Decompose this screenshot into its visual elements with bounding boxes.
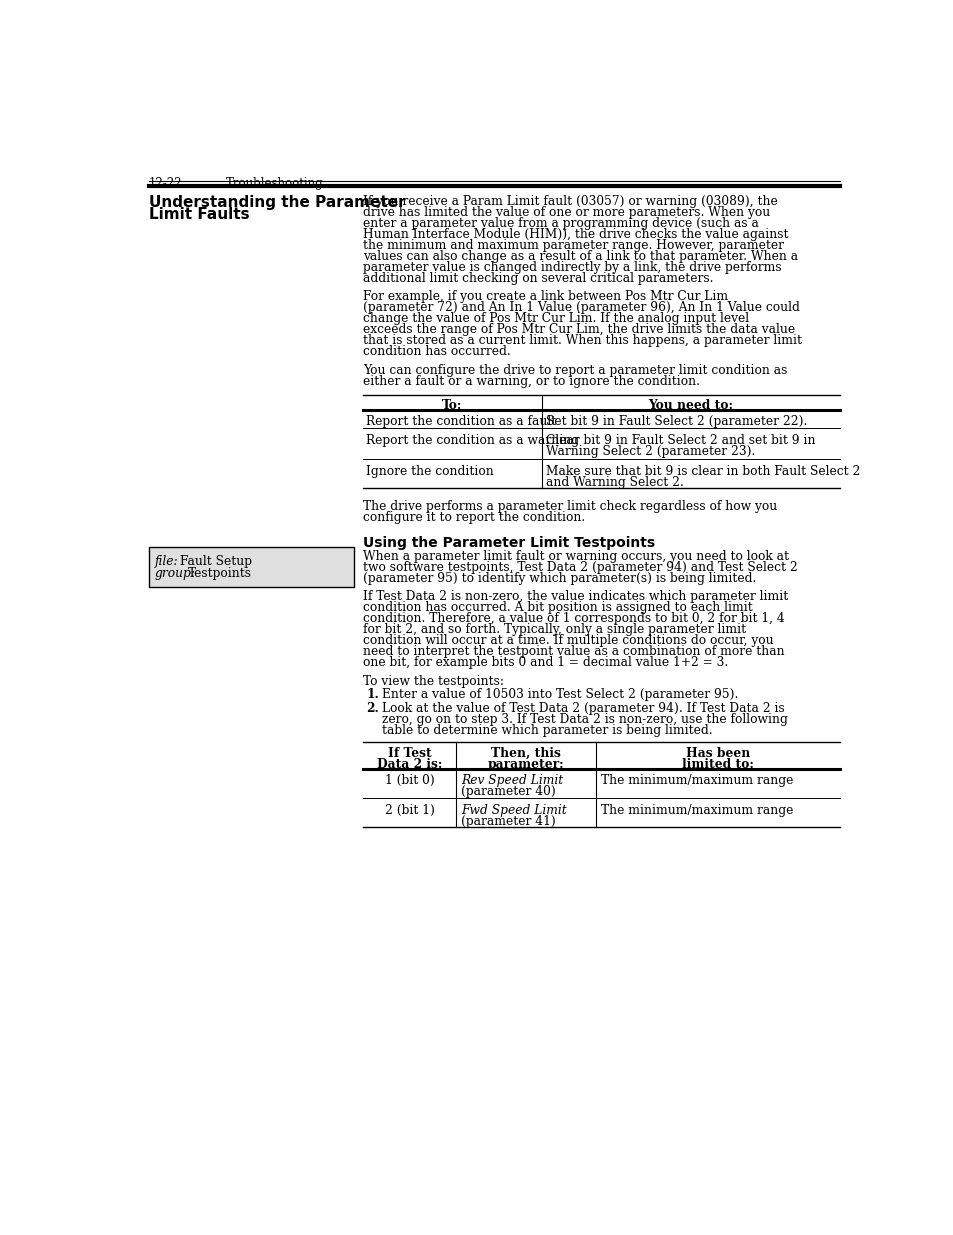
Text: change the value of Pos Mtr Cur Lim. If the analog input level: change the value of Pos Mtr Cur Lim. If … bbox=[363, 312, 749, 325]
Text: Limit Faults: Limit Faults bbox=[149, 207, 249, 222]
Text: Then, this: Then, this bbox=[491, 747, 560, 760]
Text: (parameter 72) and An In 1 Value (parameter 96), An In 1 Value could: (parameter 72) and An In 1 Value (parame… bbox=[363, 301, 800, 314]
Text: Human Interface Module (HIM)), the drive checks the value against: Human Interface Module (HIM)), the drive… bbox=[363, 228, 788, 241]
Text: limited to:: limited to: bbox=[681, 758, 753, 771]
Text: table to determine which parameter is being limited.: table to determine which parameter is be… bbox=[381, 724, 712, 737]
Text: Look at the value of Test Data 2 (parameter 94). If Test Data 2 is: Look at the value of Test Data 2 (parame… bbox=[381, 701, 784, 715]
Text: The minimum/maximum range: The minimum/maximum range bbox=[599, 804, 792, 816]
Text: To:: To: bbox=[442, 399, 462, 412]
FancyBboxPatch shape bbox=[149, 547, 354, 587]
Text: The drive performs a parameter limit check regardless of how you: The drive performs a parameter limit che… bbox=[363, 500, 777, 514]
Text: Clear bit 9 in Fault Select 2 and set bit 9 in: Clear bit 9 in Fault Select 2 and set bi… bbox=[546, 435, 815, 447]
Text: 2 (bit 1): 2 (bit 1) bbox=[384, 804, 435, 816]
Text: parameter value is changed indirectly by a link, the drive performs: parameter value is changed indirectly by… bbox=[363, 261, 781, 274]
Text: two software testpoints, Test Data 2 (parameter 94) and Test Select 2: two software testpoints, Test Data 2 (pa… bbox=[363, 561, 798, 574]
Text: Report the condition as a warning: Report the condition as a warning bbox=[366, 435, 579, 447]
Text: zero, go on to step 3. If Test Data 2 is non-zero, use the following: zero, go on to step 3. If Test Data 2 is… bbox=[381, 713, 787, 726]
Text: You can configure the drive to report a parameter limit condition as: You can configure the drive to report a … bbox=[363, 363, 787, 377]
Text: Data 2 is:: Data 2 is: bbox=[376, 758, 442, 771]
Text: You need to:: You need to: bbox=[648, 399, 733, 412]
Text: group:: group: bbox=[154, 567, 195, 580]
Text: (parameter 41): (parameter 41) bbox=[460, 815, 556, 827]
Text: condition has occurred. A bit position is assigned to each limit: condition has occurred. A bit position i… bbox=[363, 601, 752, 615]
Text: 2.: 2. bbox=[366, 701, 379, 715]
Text: Set bit 9 in Fault Select 2 (parameter 22).: Set bit 9 in Fault Select 2 (parameter 2… bbox=[546, 415, 807, 429]
Text: If you receive a Param Limit fault (03057) or warning (03089), the: If you receive a Param Limit fault (0305… bbox=[363, 195, 778, 209]
Text: Enter a value of 10503 into Test Select 2 (parameter 95).: Enter a value of 10503 into Test Select … bbox=[381, 688, 738, 701]
Text: drive has limited the value of one or more parameters. When you: drive has limited the value of one or mo… bbox=[363, 206, 770, 219]
Text: for bit 2, and so forth. Typically, only a single parameter limit: for bit 2, and so forth. Typically, only… bbox=[363, 624, 745, 636]
Text: To view the testpoints:: To view the testpoints: bbox=[363, 674, 504, 688]
Text: (parameter 95) to identify which parameter(s) is being limited.: (parameter 95) to identify which paramet… bbox=[363, 572, 756, 585]
Text: Ignore the condition: Ignore the condition bbox=[366, 464, 494, 478]
Text: one bit, for example bits 0 and 1 = decimal value 1+2 = 3.: one bit, for example bits 0 and 1 = deci… bbox=[363, 656, 728, 669]
Text: enter a parameter value from a programming device (such as a: enter a parameter value from a programmi… bbox=[363, 217, 759, 230]
Text: Fault Setup: Fault Setup bbox=[179, 555, 252, 568]
Text: Has been: Has been bbox=[685, 747, 749, 760]
Text: values can also change as a result of a link to that parameter. When a: values can also change as a result of a … bbox=[363, 249, 798, 263]
Text: and Warning Select 2.: and Warning Select 2. bbox=[546, 475, 683, 489]
Text: If Test Data 2 is non-zero, the value indicates which parameter limit: If Test Data 2 is non-zero, the value in… bbox=[363, 590, 788, 604]
Text: Warning Select 2 (parameter 23).: Warning Select 2 (parameter 23). bbox=[546, 446, 755, 458]
Text: need to interpret the testpoint value as a combination of more than: need to interpret the testpoint value as… bbox=[363, 645, 784, 658]
Text: the minimum and maximum parameter range. However, parameter: the minimum and maximum parameter range.… bbox=[363, 238, 783, 252]
Text: Report the condition as a fault: Report the condition as a fault bbox=[366, 415, 557, 429]
Text: Using the Parameter Limit Testpoints: Using the Parameter Limit Testpoints bbox=[363, 536, 655, 550]
Text: exceeds the range of Pos Mtr Cur Lim, the drive limits the data value: exceeds the range of Pos Mtr Cur Lim, th… bbox=[363, 324, 795, 336]
Text: Make sure that bit 9 is clear in both Fault Select 2: Make sure that bit 9 is clear in both Fa… bbox=[546, 464, 860, 478]
Text: Fwd Speed Limit: Fwd Speed Limit bbox=[460, 804, 566, 816]
Text: condition. Therefore, a value of 1 corresponds to bit 0, 2 for bit 1, 4: condition. Therefore, a value of 1 corre… bbox=[363, 613, 784, 625]
Text: 12-22: 12-22 bbox=[149, 178, 182, 190]
Text: For example, if you create a link between Pos Mtr Cur Lim: For example, if you create a link betwee… bbox=[363, 290, 728, 304]
Text: configure it to report the condition.: configure it to report the condition. bbox=[363, 511, 585, 525]
Text: If Test: If Test bbox=[388, 747, 432, 760]
Text: parameter:: parameter: bbox=[487, 758, 564, 771]
Text: Understanding the Parameter: Understanding the Parameter bbox=[149, 195, 405, 210]
Text: condition has occurred.: condition has occurred. bbox=[363, 345, 511, 358]
Text: file:: file: bbox=[154, 555, 178, 568]
Text: (parameter 40): (parameter 40) bbox=[460, 784, 556, 798]
Text: 1 (bit 0): 1 (bit 0) bbox=[385, 773, 435, 787]
Text: condition will occur at a time. If multiple conditions do occur, you: condition will occur at a time. If multi… bbox=[363, 635, 773, 647]
Text: that is stored as a current limit. When this happens, a parameter limit: that is stored as a current limit. When … bbox=[363, 335, 801, 347]
Text: The minimum/maximum range: The minimum/maximum range bbox=[599, 773, 792, 787]
Text: Testpoints: Testpoints bbox=[187, 567, 252, 580]
Text: either a fault or a warning, or to ignore the condition.: either a fault or a warning, or to ignor… bbox=[363, 374, 700, 388]
Text: Rev Speed Limit: Rev Speed Limit bbox=[460, 773, 562, 787]
Text: Troubleshooting: Troubleshooting bbox=[226, 178, 323, 190]
Text: additional limit checking on several critical parameters.: additional limit checking on several cri… bbox=[363, 272, 713, 285]
Text: When a parameter limit fault or warning occurs, you need to look at: When a parameter limit fault or warning … bbox=[363, 550, 788, 563]
Text: 1.: 1. bbox=[366, 688, 379, 701]
